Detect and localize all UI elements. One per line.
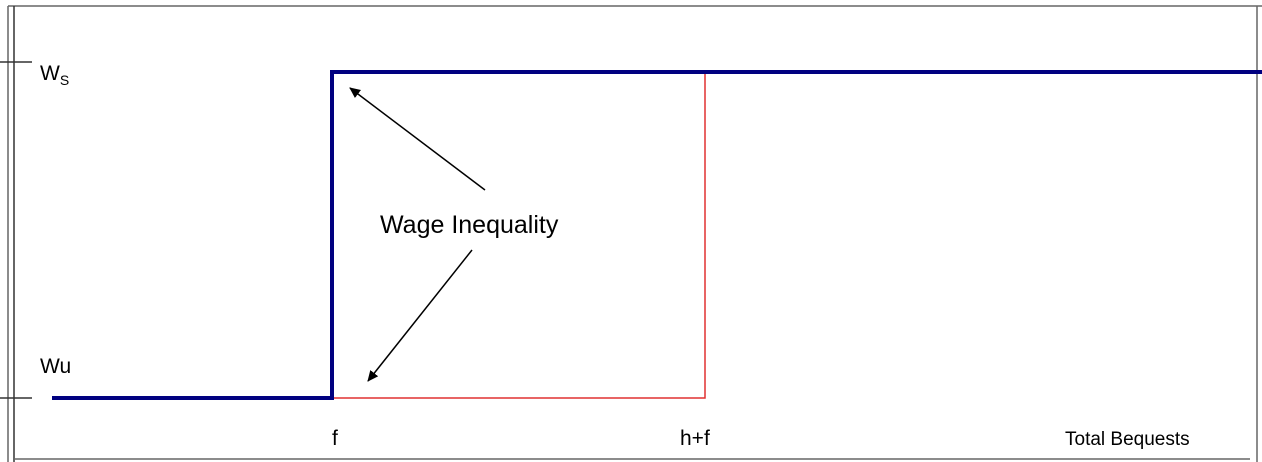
label-f: f bbox=[332, 427, 338, 450]
label-x-axis: Total Bequests bbox=[1065, 429, 1190, 450]
arrow bbox=[367, 249, 473, 382]
step-line-blue bbox=[52, 70, 1262, 400]
label-ws: WS bbox=[40, 62, 69, 88]
label-ws-sub: S bbox=[60, 72, 69, 88]
label-wu: Wu bbox=[40, 355, 71, 378]
label-h-plus-f: h+f bbox=[680, 427, 710, 450]
annotation: Wage Inequality bbox=[380, 211, 559, 239]
step-line-red bbox=[52, 71, 1262, 399]
label-ws-main: W bbox=[40, 62, 60, 85]
arrow bbox=[349, 87, 486, 191]
